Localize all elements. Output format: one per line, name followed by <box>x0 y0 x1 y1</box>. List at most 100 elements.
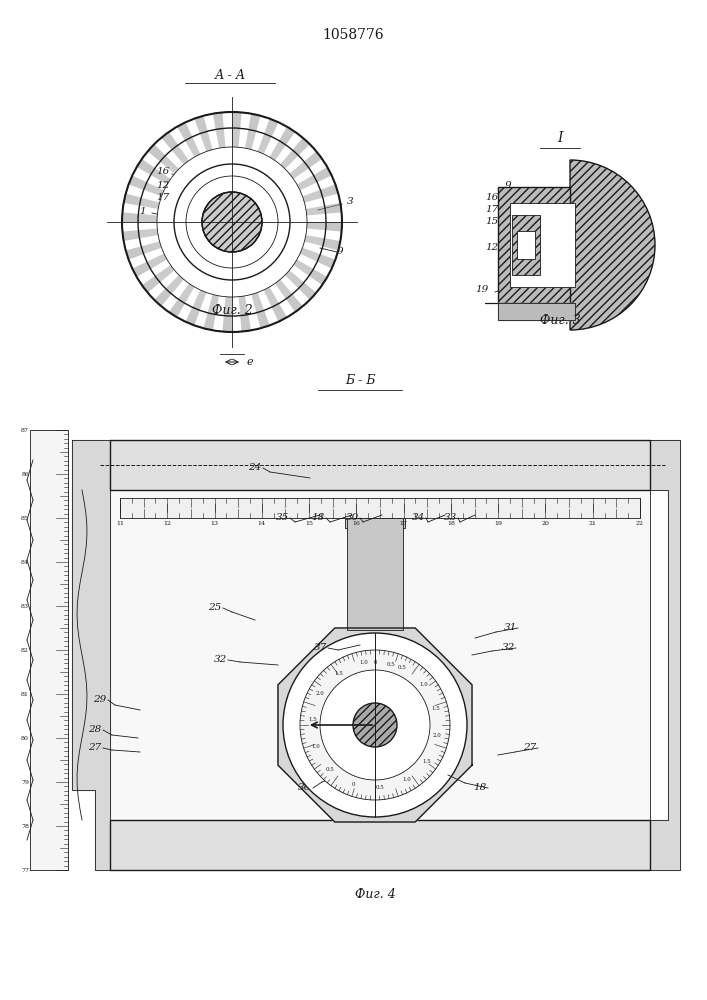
Text: 25: 25 <box>209 603 221 612</box>
Text: 17: 17 <box>156 194 170 202</box>
Wedge shape <box>277 212 290 218</box>
Wedge shape <box>274 238 286 247</box>
Text: e: e <box>247 357 253 367</box>
Wedge shape <box>216 128 226 148</box>
Text: 78: 78 <box>21 824 29 828</box>
Bar <box>110 440 650 490</box>
Text: Фиг. 3: Фиг. 3 <box>539 314 580 326</box>
Wedge shape <box>203 169 213 182</box>
Text: 18: 18 <box>447 521 455 526</box>
Text: 15: 15 <box>305 521 313 526</box>
Text: 0: 0 <box>452 720 458 730</box>
Wedge shape <box>232 112 242 128</box>
Text: 12: 12 <box>486 243 498 252</box>
Text: 13: 13 <box>211 521 218 526</box>
Wedge shape <box>271 303 287 322</box>
Text: 86: 86 <box>21 472 29 477</box>
Wedge shape <box>248 114 260 131</box>
Wedge shape <box>238 296 248 316</box>
Wedge shape <box>297 175 317 190</box>
Text: 19: 19 <box>494 521 502 526</box>
Text: I: I <box>557 131 563 145</box>
Text: 2.0: 2.0 <box>316 691 325 696</box>
Text: 29: 29 <box>93 696 107 704</box>
Text: 14: 14 <box>258 521 266 526</box>
Wedge shape <box>136 159 155 175</box>
Wedge shape <box>222 164 228 177</box>
Wedge shape <box>124 194 141 206</box>
Wedge shape <box>147 254 167 269</box>
Bar <box>498 187 570 303</box>
Circle shape <box>283 633 467 817</box>
Text: 35: 35 <box>275 514 288 522</box>
Text: 0: 0 <box>351 782 355 787</box>
Text: 34: 34 <box>411 514 425 522</box>
Text: 83: 83 <box>21 603 29 608</box>
Wedge shape <box>293 259 313 276</box>
Wedge shape <box>264 287 279 307</box>
Bar <box>110 490 650 820</box>
Text: 77: 77 <box>21 867 29 872</box>
Wedge shape <box>129 176 147 190</box>
Text: 0.5: 0.5 <box>397 665 406 670</box>
Wedge shape <box>289 162 309 179</box>
Wedge shape <box>303 190 323 203</box>
Wedge shape <box>326 222 342 232</box>
Circle shape <box>320 670 430 780</box>
Text: 3: 3 <box>346 198 354 207</box>
Wedge shape <box>325 203 341 214</box>
Wedge shape <box>180 241 192 251</box>
Circle shape <box>353 703 397 747</box>
Text: 0.5: 0.5 <box>376 785 385 790</box>
Wedge shape <box>132 262 151 277</box>
Wedge shape <box>185 137 200 157</box>
Wedge shape <box>187 181 199 192</box>
Wedge shape <box>178 283 194 303</box>
Text: 84: 84 <box>21 560 29 564</box>
Wedge shape <box>191 255 202 266</box>
Text: Фиг. 4: Фиг. 4 <box>355 888 395 902</box>
Wedge shape <box>264 119 279 137</box>
Text: 24: 24 <box>248 464 262 473</box>
Polygon shape <box>278 628 472 822</box>
Wedge shape <box>227 268 232 280</box>
Wedge shape <box>185 307 200 325</box>
Wedge shape <box>148 144 165 162</box>
Wedge shape <box>276 230 289 237</box>
Wedge shape <box>278 222 290 227</box>
Text: 15: 15 <box>486 218 498 227</box>
Text: 9: 9 <box>337 247 344 256</box>
Text: 19: 19 <box>475 286 489 294</box>
Wedge shape <box>185 248 197 259</box>
Wedge shape <box>175 207 187 214</box>
Text: 16: 16 <box>156 167 170 176</box>
Wedge shape <box>271 193 284 203</box>
Bar <box>512 215 540 275</box>
Text: 1.0: 1.0 <box>419 682 428 687</box>
Text: 0.5: 0.5 <box>326 767 335 772</box>
Text: 2.0: 2.0 <box>433 733 441 738</box>
Wedge shape <box>182 189 194 199</box>
Wedge shape <box>280 150 298 169</box>
Wedge shape <box>279 127 295 145</box>
Text: А - А: А - А <box>214 69 245 82</box>
Wedge shape <box>245 129 257 150</box>
Wedge shape <box>213 112 224 129</box>
Wedge shape <box>286 294 303 312</box>
Wedge shape <box>275 202 288 210</box>
Text: 1.5: 1.5 <box>334 671 343 676</box>
Text: 1.5: 1.5 <box>308 717 317 722</box>
Wedge shape <box>138 214 157 222</box>
Text: 1.5: 1.5 <box>431 706 440 711</box>
Text: 80: 80 <box>21 736 29 740</box>
Text: 30: 30 <box>346 514 358 522</box>
Polygon shape <box>485 303 575 320</box>
Wedge shape <box>257 134 271 154</box>
Wedge shape <box>165 275 184 294</box>
Text: 12: 12 <box>156 180 170 190</box>
Bar <box>30 430 68 870</box>
Wedge shape <box>200 131 213 152</box>
Circle shape <box>300 650 450 800</box>
Bar <box>517 231 535 259</box>
Text: 28: 28 <box>88 726 102 734</box>
